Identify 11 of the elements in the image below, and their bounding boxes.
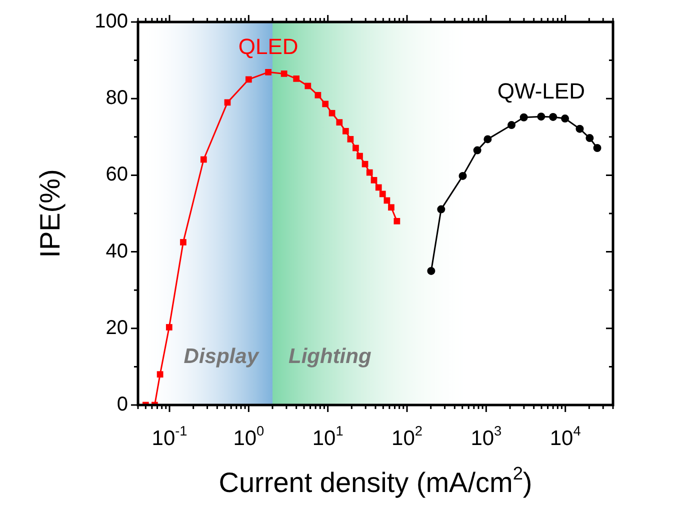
y-tick-label: 100 bbox=[94, 10, 128, 33]
y-axis-title: IPE(%) bbox=[34, 169, 66, 258]
series-label: QLED bbox=[238, 34, 298, 60]
band-label: Lighting bbox=[288, 345, 372, 368]
y-tick-label: 60 bbox=[106, 164, 128, 186]
band-label: Display bbox=[184, 345, 260, 368]
y-tick-label: 0 bbox=[116, 394, 128, 416]
legend-label: QW-LED bbox=[497, 78, 585, 104]
y-tick-label: 80 bbox=[106, 87, 128, 110]
y-tick-label: 40 bbox=[106, 240, 128, 262]
y-tick-label: 20 bbox=[106, 316, 128, 339]
